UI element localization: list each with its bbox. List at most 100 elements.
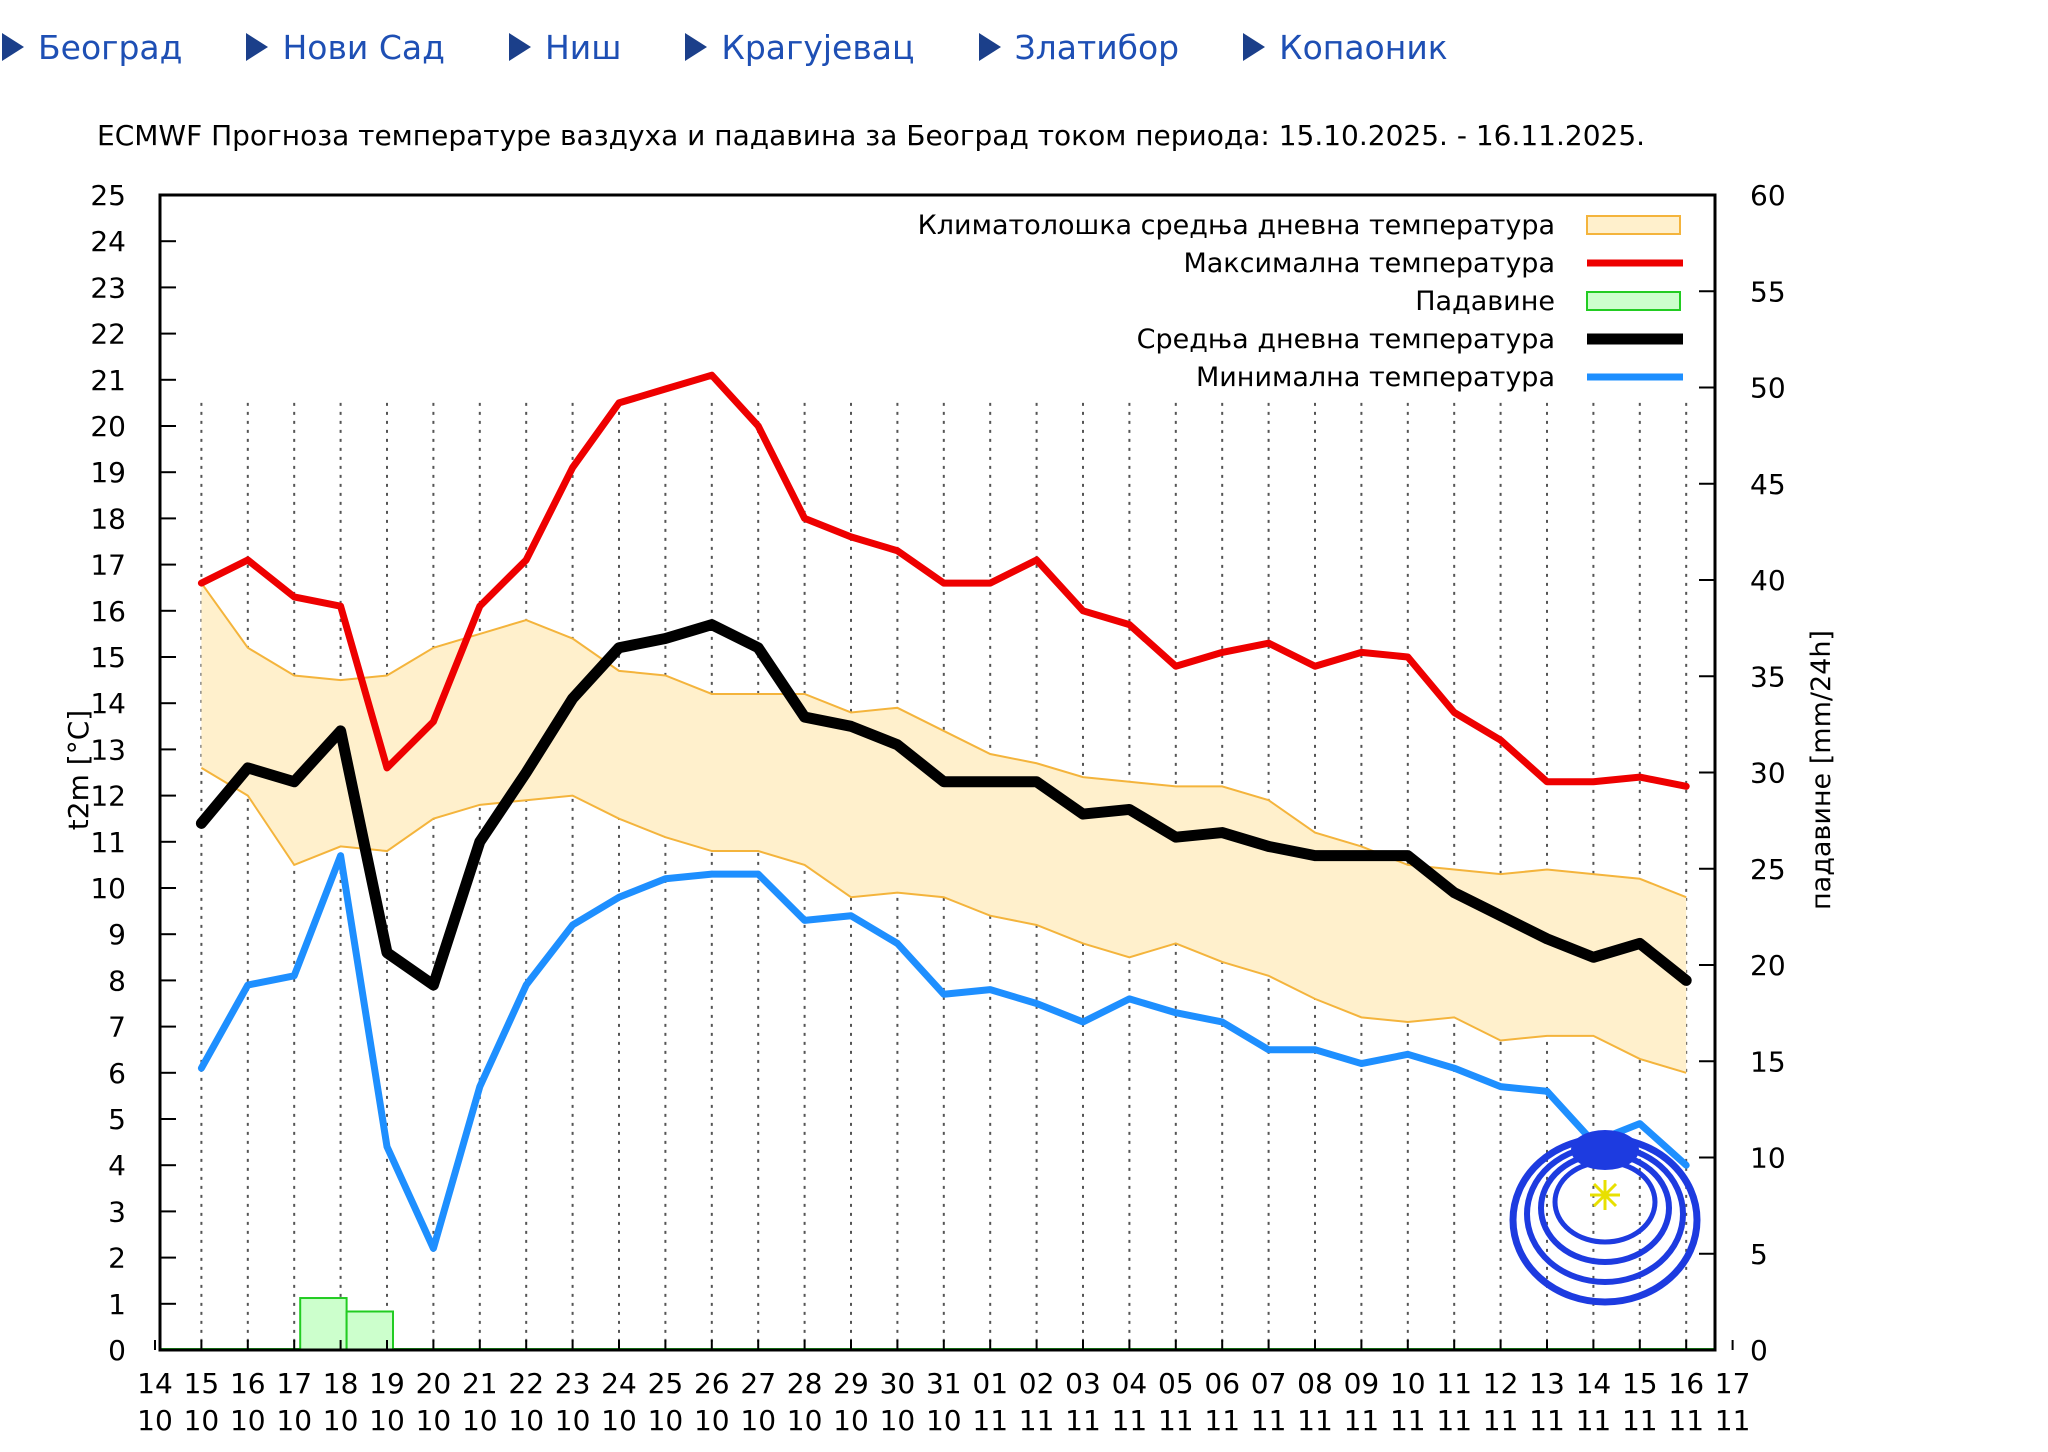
nav-link-label: Крагујевац xyxy=(721,27,915,67)
point-mean xyxy=(1685,979,1687,981)
x-tick-label-day: 02 xyxy=(1019,1367,1055,1400)
x-tick-label-day: 25 xyxy=(648,1367,684,1400)
point-mean xyxy=(247,767,249,769)
x-tick-label-day: 30 xyxy=(880,1367,916,1400)
point-max xyxy=(757,425,759,427)
point-mean xyxy=(757,647,759,649)
x-tick-label-day: 15 xyxy=(184,1367,220,1400)
x-tick-label-day: 13 xyxy=(1529,1367,1565,1400)
y-tick-label: 14 xyxy=(90,687,126,720)
point-mean xyxy=(943,781,945,783)
nav-link-zlatibor[interactable]: Златибор xyxy=(977,27,1180,67)
arrow-right-icon xyxy=(1243,33,1266,61)
x-tick-label-day: 20 xyxy=(416,1367,452,1400)
x-tick-label-month: 11 xyxy=(1251,1404,1287,1437)
x-tick-label-day: 17 xyxy=(1715,1367,1751,1400)
point-max xyxy=(1407,656,1409,658)
nav-link-kragujevac[interactable]: Крагујевац xyxy=(683,27,915,67)
y-tick-label: 13 xyxy=(90,733,126,766)
point-mean xyxy=(1221,832,1223,834)
point-min xyxy=(340,855,342,857)
point-max xyxy=(1268,642,1270,644)
point-min xyxy=(896,942,898,944)
x-tick-label-day: 14 xyxy=(1576,1367,1612,1400)
point-mean xyxy=(340,730,342,732)
y2-tick-label: 5 xyxy=(1750,1238,1768,1271)
nav-link-label: Копаоник xyxy=(1279,27,1448,67)
nav-link-novi-sad[interactable]: Нови Сад xyxy=(244,28,445,67)
x-tick-label-month: 11 xyxy=(1436,1404,1472,1437)
point-min xyxy=(479,1086,481,1088)
point-min xyxy=(757,873,759,875)
point-min xyxy=(293,975,295,977)
point-min xyxy=(1407,1053,1409,1055)
point-max xyxy=(1453,711,1455,713)
x-tick-label-day: 12 xyxy=(1483,1367,1519,1400)
point-min xyxy=(1314,1049,1316,1051)
point-min xyxy=(1453,1067,1455,1069)
arrow-right-icon xyxy=(2,33,24,61)
point-min xyxy=(804,919,806,921)
legend-label-max: Максимална температура xyxy=(1183,248,1555,279)
nav-link-beograd[interactable]: Београд xyxy=(0,28,182,67)
point-max xyxy=(1128,624,1130,626)
point-min xyxy=(1221,1021,1223,1023)
point-max xyxy=(1546,781,1548,783)
y-tick-label: 5 xyxy=(108,1103,126,1136)
nav-link-label: Златибор xyxy=(1014,27,1180,67)
point-min xyxy=(1128,998,1130,1000)
y-tick-label: 16 xyxy=(90,595,126,628)
x-tick-label-month: 10 xyxy=(184,1404,220,1437)
point-max xyxy=(432,721,434,723)
x-tick-label-day: 22 xyxy=(508,1367,544,1400)
x-tick-label-day: 09 xyxy=(1344,1367,1380,1400)
x-tick-label-month: 10 xyxy=(230,1404,266,1437)
point-max xyxy=(989,582,991,584)
point-mean xyxy=(850,725,852,727)
nav-link-nis[interactable]: Ниш xyxy=(507,28,621,67)
point-max xyxy=(1639,776,1641,778)
x-tick-label-month: 10 xyxy=(740,1404,776,1437)
x-tick-label-day: 18 xyxy=(323,1367,359,1400)
point-mean xyxy=(200,822,202,824)
x-tick-label-day: 16 xyxy=(230,1367,266,1400)
x-tick-label-day: 14 xyxy=(137,1367,173,1400)
y2-axis-label: падавине [mm/24h] xyxy=(1806,630,1837,910)
point-max xyxy=(200,582,202,584)
point-max xyxy=(711,374,713,376)
point-mean xyxy=(386,952,388,954)
point-min xyxy=(525,984,527,986)
nav-link-label: Ниш xyxy=(544,27,622,67)
y-tick-label: 24 xyxy=(90,225,126,258)
nav-link-kopaonik[interactable]: Копаоник xyxy=(1241,28,1448,67)
x-tick-label-day: 26 xyxy=(694,1367,730,1400)
y-tick-label: 15 xyxy=(90,641,126,674)
x-tick-label-month: 10 xyxy=(833,1404,869,1437)
point-min xyxy=(572,924,574,926)
point-min xyxy=(1175,1012,1177,1014)
point-max xyxy=(1036,559,1038,561)
x-tick-label-month: 10 xyxy=(369,1404,405,1437)
point-mean xyxy=(1268,845,1270,847)
y-tick-label: 0 xyxy=(108,1334,126,1367)
x-tick-label-month: 11 xyxy=(1483,1404,1519,1437)
y2-tick-label: 25 xyxy=(1750,853,1786,886)
y-tick-label: 20 xyxy=(90,410,126,443)
y-tick-label: 2 xyxy=(108,1242,126,1275)
series-lines xyxy=(195,371,1692,1252)
point-mean xyxy=(572,698,574,700)
point-mean xyxy=(479,841,481,843)
x-tick-label-day: 17 xyxy=(276,1367,312,1400)
point-max xyxy=(572,467,574,469)
x-tick-label-month: 11 xyxy=(1019,1404,1055,1437)
point-mean xyxy=(664,638,666,640)
y-tick-label: 19 xyxy=(90,456,126,489)
x-tick-label-month: 10 xyxy=(462,1404,498,1437)
x-tick-label-month: 11 xyxy=(1668,1404,1704,1437)
x-tick-label-month: 11 xyxy=(1065,1404,1101,1437)
point-min xyxy=(386,1146,388,1148)
x-tick-label-day: 16 xyxy=(1668,1367,1704,1400)
point-mean xyxy=(1128,808,1130,810)
point-min xyxy=(989,989,991,991)
